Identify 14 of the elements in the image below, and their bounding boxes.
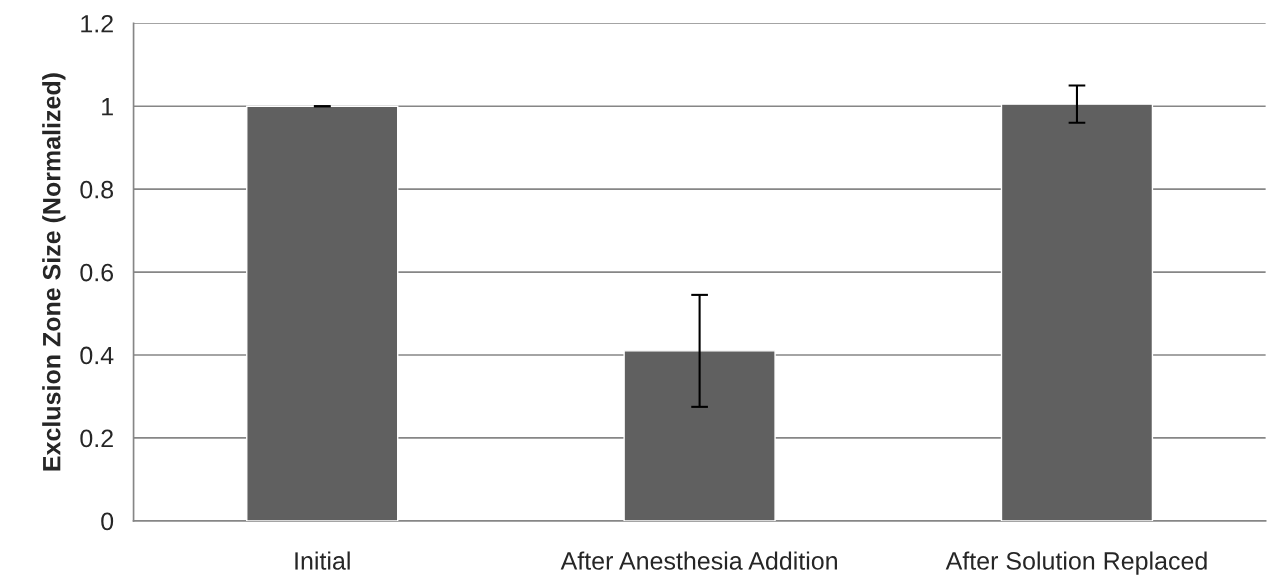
y-axis-title: Exclusion Zone Size (Normalized) [42, 73, 66, 471]
bar [246, 105, 399, 521]
bar [1000, 103, 1154, 521]
y-tick-label: 0.8 [80, 180, 114, 199]
x-tick-label: After Solution Replaced [945, 551, 1207, 575]
y-tick-label: 0.2 [80, 429, 113, 448]
bar [623, 350, 776, 521]
y-tick-label: 0.6 [80, 263, 114, 282]
y-tick-label: 0 [101, 512, 114, 531]
x-tick-label: Initial [295, 551, 350, 570]
x-tick-label: After Anesthesia Addition [560, 551, 837, 570]
y-tick-label: 1 [102, 98, 113, 116]
y-tick-label: 0.4 [80, 346, 114, 365]
y-tick-label: 1.2 [81, 14, 113, 33]
